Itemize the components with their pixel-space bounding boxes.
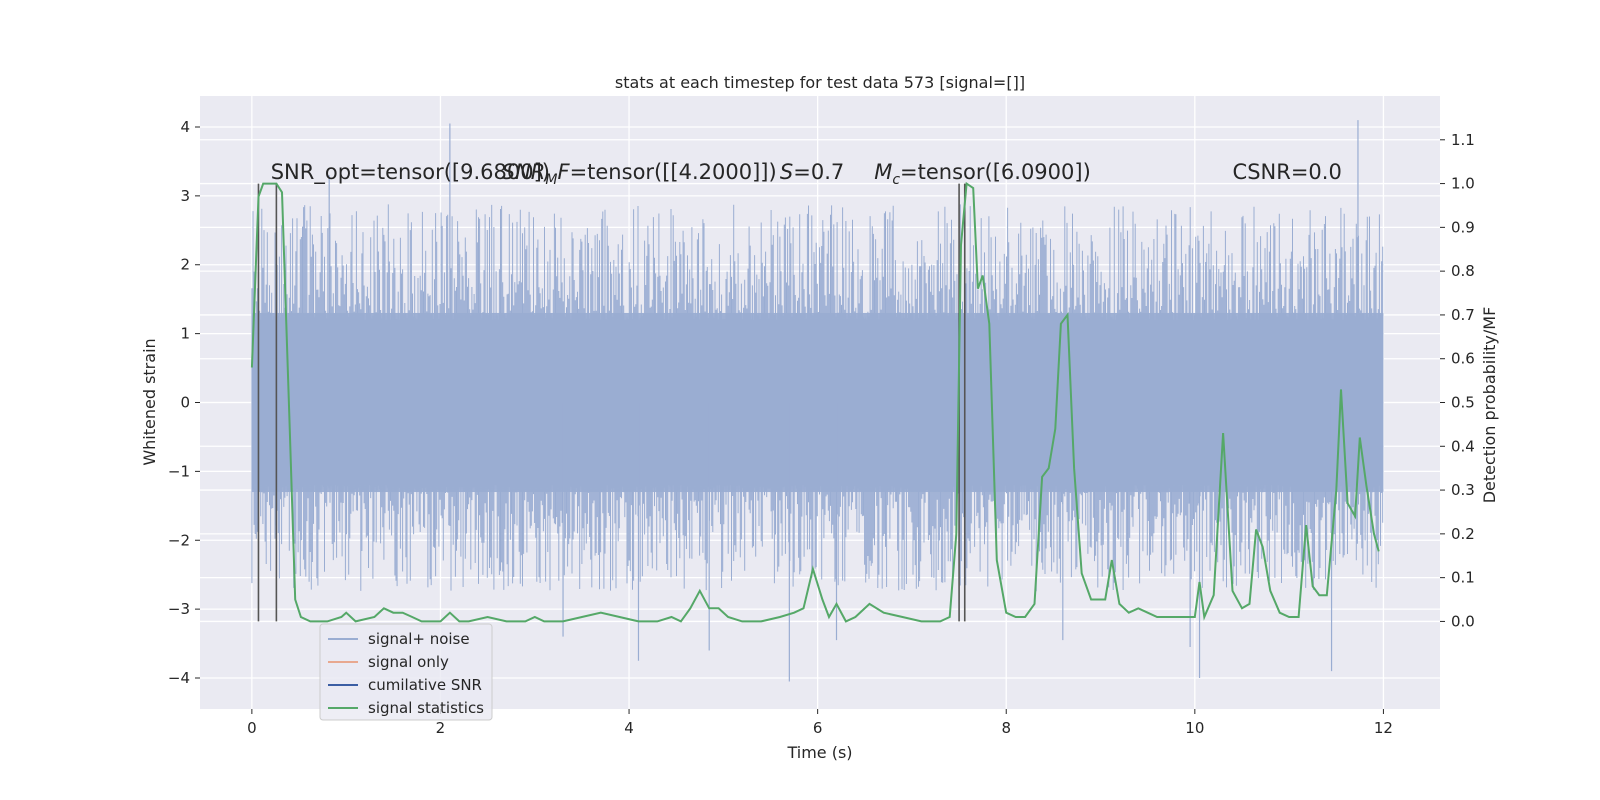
noise-trace — [251, 204, 1384, 592]
annotation-text: Mc=tensor([6.0900]) — [874, 160, 1091, 188]
chart-title: stats at each timestep for test data 573… — [615, 73, 1025, 92]
y-right-tick-label: 0.1 — [1451, 569, 1475, 587]
x-tick-label: 8 — [1001, 719, 1011, 737]
y-left-tick-label: −2 — [168, 531, 190, 549]
x-axis-label: Time (s) — [786, 743, 852, 762]
y-right-tick-label: 0.4 — [1451, 437, 1475, 455]
legend-label-signal-only: signal only — [368, 653, 449, 671]
y-left-tick-label: −3 — [168, 600, 190, 618]
legend-label-signal-noise: signal+ noise — [368, 630, 470, 648]
y-right-tick-label: 0.6 — [1451, 350, 1475, 368]
y-right-tick-label: 0.9 — [1451, 218, 1475, 236]
y-left-tick-label: 2 — [180, 256, 190, 274]
x-tick-label: 0 — [247, 719, 257, 737]
y-right-tick-label: 1.0 — [1451, 175, 1475, 193]
y-right-tick-label: 0.3 — [1451, 481, 1475, 499]
annotation-text: S=0.7 — [780, 160, 844, 184]
y-left-tick-label: −1 — [168, 462, 190, 480]
signal-statistics-line — [250, 181, 1380, 623]
x-tick-label: 12 — [1374, 719, 1393, 737]
y-left-tick-label: 4 — [180, 118, 190, 136]
y-left-tick-label: 1 — [180, 325, 190, 343]
x-tick-label: 6 — [813, 719, 823, 737]
x-tick-label: 2 — [436, 719, 446, 737]
annotation-text: CSNR=0.0 — [1233, 160, 1342, 184]
y-right-tick-label: 0.0 — [1451, 612, 1475, 630]
x-tick-label: 4 — [624, 719, 634, 737]
x-tick-label: 10 — [1185, 719, 1204, 737]
legend-label-signal-statistics: signal statistics — [368, 699, 484, 717]
y-right-tick-label: 0.7 — [1451, 306, 1475, 324]
signal-noise-series — [251, 120, 1384, 682]
y-right-tick-label: 0.2 — [1451, 525, 1475, 543]
annotation-text: SNR_opt=tensor([9.6800]) — [271, 160, 550, 185]
y-right-tick-label: 0.5 — [1451, 394, 1475, 412]
annotation-text: SNRMF=tensor([[4.2000]]) — [502, 160, 777, 188]
y-right-axis-ticks: 1.1 1.0 0.9 0.8 0.7 0.6 0.5 0.4 0.3 0.2 0.1 0.0 — [1440, 131, 1475, 630]
y-right-axis-label: Detection probability/MF — [1480, 307, 1499, 504]
y-left-axis-ticks: 4 3 2 1 0 −1 −2 −3 −4 — [168, 118, 200, 687]
y-left-axis-label: Whitened strain — [140, 338, 159, 465]
y-left-tick-label: 3 — [180, 187, 190, 205]
y-right-tick-label: 1.1 — [1451, 131, 1475, 149]
y-left-tick-label: −4 — [168, 669, 190, 687]
signal-statistics-series — [250, 181, 1380, 623]
y-right-tick-label: 0.8 — [1451, 262, 1475, 280]
legend-label-cumilative-snr: cumilative SNR — [368, 676, 482, 694]
y-left-tick-label: 0 — [180, 394, 190, 412]
annotations: SNR_opt=tensor([9.6800])SNRMF=tensor([[4… — [271, 160, 1342, 188]
x-axis-ticks: 0 2 4 6 8 10 12 — [247, 709, 1393, 737]
legend: signal+ noise signal only cumilative SNR… — [319, 623, 493, 721]
legend-box — [319, 623, 493, 721]
